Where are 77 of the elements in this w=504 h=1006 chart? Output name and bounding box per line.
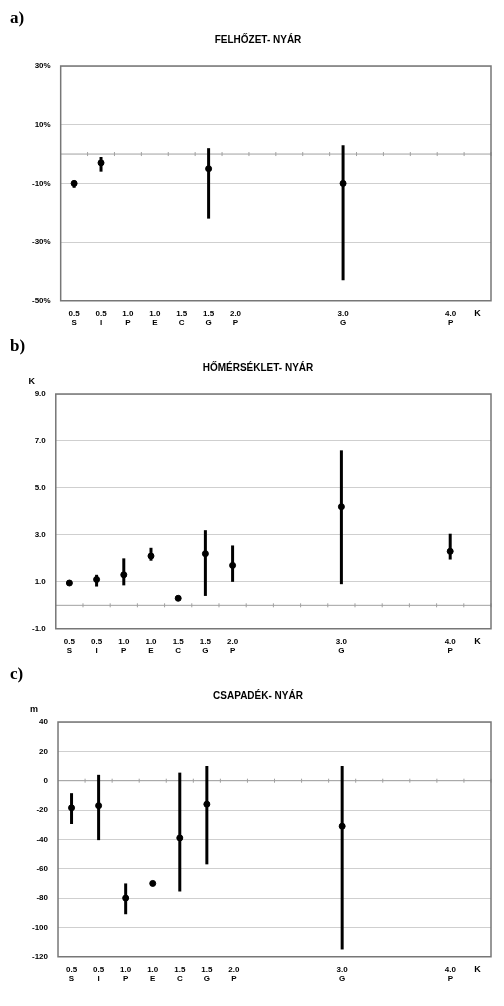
chart-title: HŐMÉRSÉKLET- NYÁR [202,360,315,373]
text: a) [10,7,25,27]
x-tick-label: 1.5 C [172,636,185,656]
x-tick-label: 0.5 I [91,636,103,656]
point [97,159,105,167]
x-tick-label: 0.5 S [65,964,78,984]
x-tick-label: 1.0 E [145,636,158,656]
chart-title: FELHŐZET- NYÁR [214,32,303,45]
y-tick-label: 40 [39,717,49,727]
point [205,165,213,173]
y-tick-label: -1.0 [31,624,47,633]
point [337,503,345,511]
y-tick-label: 1.0 [34,577,47,587]
point [203,800,211,808]
point [339,179,347,187]
x-tick-label: 4.0 P [444,636,457,656]
x-tick-label: 1.5 G [203,308,215,328]
point [201,550,209,558]
x-tick-label: 3.0 G [337,308,350,328]
y-tick-label: 3.0 [34,530,47,540]
point [93,575,101,583]
y-tick-label: 10% [34,119,51,129]
x-tick-label: 0.5 I [93,964,105,984]
x-tick-label: 3.0 G [335,636,348,656]
point [149,879,157,887]
x-tick-label: 2.0 P [228,964,241,984]
point [95,802,103,810]
y-tick-label: -30% [31,237,51,247]
y-axis-title: K [28,375,36,386]
x-tick-label: 4.0 P [445,308,457,328]
x-tick-label: 0.5 S [63,636,76,656]
x-tick-label: 1.0 P [122,308,135,328]
x-tick-label: 2.0 P [229,308,242,328]
y-tick-label: 5.0 [34,483,47,493]
x-tick-label: 1.5 G [199,636,212,656]
x-tick-label: 0.5 S [68,308,81,328]
x-tick-label: 1.5 C [176,308,188,328]
y-tick-label: -10% [31,178,51,188]
x-axis-title: K [474,963,482,974]
y-tick-label: -50% [31,296,51,305]
y-axis-title: m [30,703,39,714]
x-tick-label: 1.0 P [120,964,132,984]
x-tick-label: 1.0 P [118,636,130,656]
x-axis-title: K [474,635,482,646]
y-tick-label: 20 [39,746,49,756]
y-tick-label: -100 [32,922,49,932]
x-tick-label: 1.5 C [174,964,186,984]
y-tick-label: -120 [32,952,49,961]
y-tick-label: -80 [36,893,49,903]
y-tick-label: 9.0 [34,389,47,399]
x-tick-label: 1.5 G [201,964,213,984]
y-tick-label: 30% [34,61,51,71]
point [147,552,155,560]
x-tick-label: 1.0 E [149,308,161,328]
point [122,894,130,902]
y-tick-label: -20 [36,805,49,815]
text: b) [10,335,26,355]
y-tick-label: -60 [36,863,49,873]
point [176,834,184,842]
point [120,571,128,579]
x-axis-title: K [474,307,482,318]
chart-title: CSAPADÉK- NYÁR [213,688,304,701]
y-tick-label: -40 [36,834,49,844]
y-tick-label: 7.0 [34,436,47,446]
x-tick-label: 0.5 I [95,308,108,328]
text: c) [10,663,24,683]
point [68,804,76,812]
x-tick-label: 2.0 P [227,636,239,656]
x-tick-label: 1.0 E [147,964,159,984]
x-tick-label: 4.0 P [444,964,457,984]
point [446,547,454,555]
y-tick-label: 0 [43,775,49,785]
point [229,561,237,569]
point [338,822,346,830]
point [174,594,182,602]
point [65,579,73,587]
x-tick-label: 3.0 G [336,964,349,984]
